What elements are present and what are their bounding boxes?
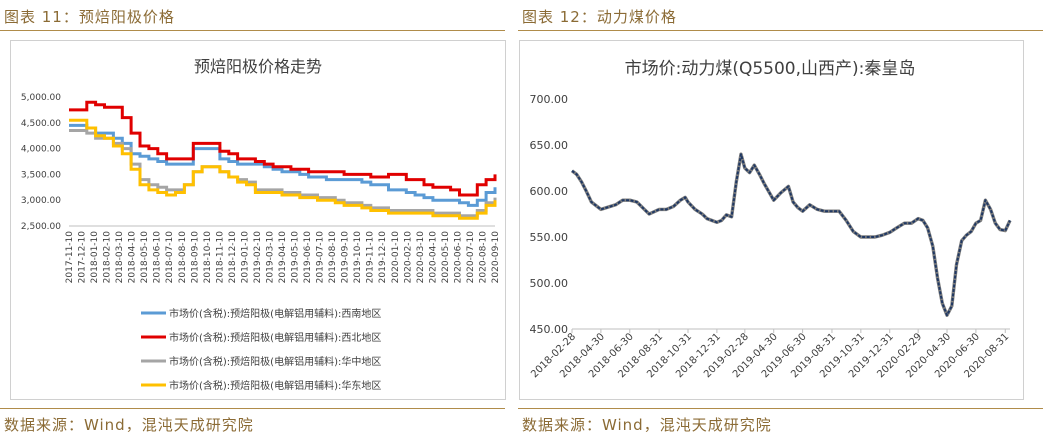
- x-tick-label: 2020-05-10: [441, 231, 451, 284]
- x-tick-label: 2019-10-10: [353, 231, 363, 284]
- x-tick-label: 2020-06-10: [453, 231, 463, 284]
- legend-label-4: 市场价(含税):预焙阳极(电解铝用辅料):华东地区: [169, 379, 381, 392]
- x-tick-label: 2018-09-10: [190, 231, 200, 284]
- x-tick-label: 2019-01-10: [240, 231, 250, 284]
- series-line-2: [69, 100, 497, 197]
- y-tick-label: 650.00: [530, 139, 569, 152]
- y-tick-label: 500.00: [530, 277, 569, 290]
- x-tick-label: 2019-03-10: [265, 231, 275, 284]
- y-tick-label: 450.00: [530, 323, 569, 336]
- series-line-1: [69, 123, 497, 207]
- right-source-note: 数据来源：Wind，混沌天成研究院: [522, 416, 772, 434]
- x-tick-label: 2019-11-10: [366, 231, 376, 284]
- x-tick-label: 2020-04-10: [428, 231, 438, 284]
- x-tick-label: 2017-11-10: [65, 231, 75, 284]
- x-tick-label: 2020-07-10: [466, 231, 476, 284]
- x-tick-label: 2019-04-10: [278, 231, 288, 284]
- x-tick-label: 2020-01-10: [391, 231, 401, 284]
- legend-label-2: 市场价(含税):预焙阳极(电解铝用辅料):西北地区: [169, 331, 381, 344]
- left-caption-rule: [0, 30, 505, 31]
- x-tick-label: 2018-10-10: [203, 231, 213, 284]
- y-tick-label: 700.00: [530, 93, 569, 106]
- left-source-note: 数据来源：Wind，混沌天成研究院: [4, 416, 254, 434]
- y-tick-label: 3,500.00: [21, 170, 61, 180]
- x-tick-label: 2018-06-10: [153, 231, 163, 284]
- right-figure-caption: 图表 12：动力煤价格: [522, 8, 677, 26]
- left-chart-panel: 预焙阳极价格走势 5,000.00 4,500.00 4,000.00 3,500.00…: [10, 40, 506, 400]
- x-tick-label: 2017-12-10: [78, 231, 88, 284]
- y-tick-label: 2,500.00: [21, 222, 61, 232]
- x-tick-label: 2019-07-10: [316, 231, 326, 284]
- x-tick-label: 2018-08-10: [178, 231, 188, 284]
- series-line-3: [69, 129, 497, 218]
- series-line-outline: [570, 152, 1012, 317]
- chart-title: 市场价:动力煤(Q5500,山西产):秦皇岛: [625, 59, 916, 79]
- chart-title: 预焙阳极价格走势: [194, 57, 322, 76]
- right-caption-rule: [518, 30, 1043, 31]
- x-tick-label: 2019-05-10: [291, 231, 301, 284]
- x-tick-label: 2019-09-10: [341, 231, 351, 284]
- x-tick-label: 2018-03-10: [115, 231, 125, 284]
- left-chart-svg: 预焙阳极价格走势 5,000.00 4,500.00 4,000.00 3,500.00…: [21, 57, 501, 392]
- x-tick-label: 2018-07-10: [165, 231, 175, 284]
- x-tick-label: 2019-08-10: [328, 231, 338, 284]
- y-tick-label: 5,000.00: [21, 93, 61, 103]
- x-tick-label: 2018-01-10: [90, 231, 100, 284]
- x-tick-label: 2020-03-10: [416, 231, 426, 284]
- legend-label-1: 市场价(含税):预焙阳极(电解铝用辅料):西南地区: [169, 307, 381, 320]
- x-tick-label: 2020-02-10: [403, 231, 413, 284]
- left-figure-caption: 图表 11：预焙阳极价格: [4, 8, 175, 26]
- x-tick-label: 2019-02-10: [253, 231, 263, 284]
- right-source-rule: [518, 408, 1043, 409]
- right-chart-panel: 市场价:动力煤(Q5500,山西产):秦皇岛 700.00 650.00 600.00…: [519, 40, 1024, 400]
- left-source-rule: [0, 408, 505, 409]
- x-tick-label: 2020-09-10: [491, 231, 501, 284]
- x-tick-label: 2018-05-10: [140, 231, 150, 284]
- legend-label-3: 市场价(含税):预焙阳极(电解铝用辅料):华中地区: [169, 355, 381, 368]
- series-line-4: [69, 118, 497, 220]
- x-tick-label: 2018-12-10: [228, 231, 238, 284]
- x-tick-label: 2019-12-10: [378, 231, 388, 284]
- x-tick-label: 2019-06-10: [303, 231, 313, 284]
- x-tick-label: 2018-02-10: [103, 231, 113, 284]
- x-tick-label: 2018-04-10: [128, 231, 138, 284]
- y-tick-label: 4,000.00: [21, 145, 61, 155]
- x-tick-label: 2020-08-10: [478, 231, 488, 284]
- y-tick-label: 550.00: [530, 231, 569, 244]
- y-tick-label: 600.00: [530, 185, 569, 198]
- series-line-1: [571, 153, 1011, 317]
- y-tick-label: 4,500.00: [21, 119, 61, 129]
- x-tick-label: 2018-11-10: [215, 231, 225, 284]
- right-chart-svg: 市场价:动力煤(Q5500,山西产):秦皇岛 700.00 650.00 600.00…: [529, 59, 1012, 380]
- y-tick-label: 3,000.00: [21, 196, 61, 206]
